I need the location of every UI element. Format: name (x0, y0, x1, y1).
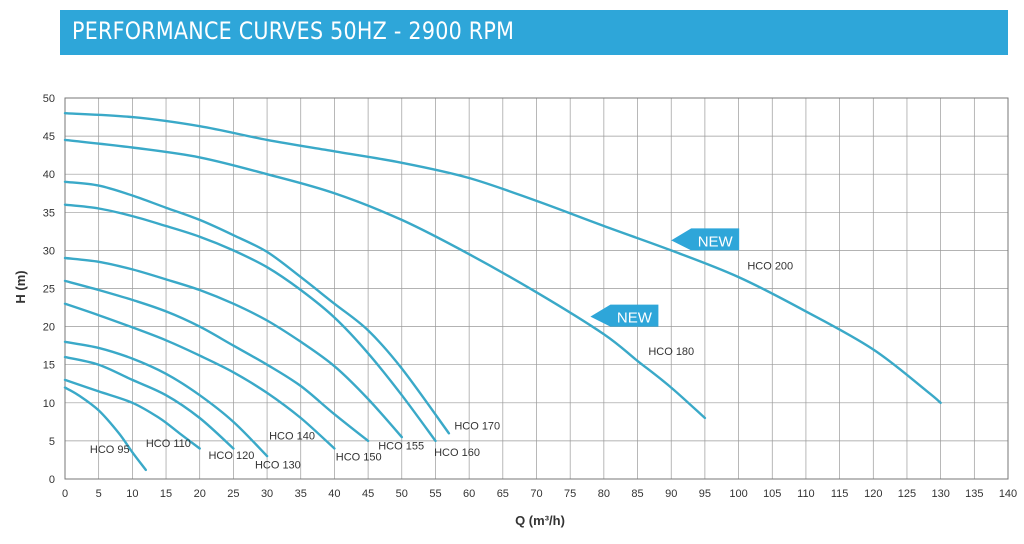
y-tick-label: 20 (43, 322, 55, 334)
y-tick-label: 30 (43, 245, 55, 257)
chart-title: PERFORMANCE CURVES 50HZ - 2900 RPM (72, 17, 515, 45)
axes: 0 5 10 15 20 25 30 35 40 45 50 55 60 65 70 75 80 85 90 95 10… (43, 93, 1017, 500)
x-tick-label: 105 (763, 488, 781, 500)
new-badge-label: NEW (617, 310, 653, 327)
curve-hco-95 (63, 386, 147, 472)
curve-hco-110 (63, 378, 201, 450)
series-label: HCO 150 (336, 452, 382, 464)
curve-hco-130 (63, 340, 269, 458)
y-tick-label: 15 (43, 360, 55, 372)
curve-hco-140 (63, 302, 336, 450)
y-tick-label: 0 (49, 474, 55, 486)
x-tick-label: 55 (429, 488, 441, 500)
x-tick-label: 120 (864, 488, 882, 500)
series-label: HCO 180 (648, 346, 694, 358)
series-label: HCO 155 (378, 440, 424, 452)
x-tick-label: 70 (530, 488, 542, 500)
x-axis-label: Q (m³/h) (515, 513, 565, 528)
x-tick-label: 15 (160, 488, 172, 500)
new-badge-shape (590, 304, 659, 327)
x-tick-label: 60 (463, 488, 475, 500)
curve-hco-170 (63, 180, 451, 435)
x-tick-label: 125 (898, 488, 916, 500)
x-tick-label: 95 (699, 488, 711, 500)
series-label: HCO 160 (434, 447, 480, 459)
series-label: HCO 110 (146, 438, 191, 450)
y-tick-label: 50 (43, 93, 55, 105)
new-badge-shape (671, 228, 740, 251)
curve-hco-155 (63, 256, 403, 439)
y-tick-label: 10 (43, 398, 55, 410)
x-tick-label: 20 (194, 488, 206, 500)
new-badges: NEW NEW (590, 228, 740, 327)
curve-hco-150 (63, 279, 370, 443)
x-tick-label: 5 (96, 488, 102, 500)
series-label: HCO 120 (208, 450, 254, 462)
y-tick-label: 25 (43, 284, 55, 296)
curve-hco-180 (63, 138, 707, 420)
curve-hco-160 (63, 203, 437, 443)
curves (63, 112, 942, 472)
series-label: HCO 130 (255, 459, 301, 471)
x-tick-label: 130 (931, 488, 949, 500)
x-tick-label: 80 (598, 488, 610, 500)
y-axis-label: H (m) (13, 270, 28, 303)
y-tick-label: 35 (43, 207, 55, 219)
x-tick-label: 100 (729, 488, 747, 500)
x-tick-label: 65 (497, 488, 509, 500)
y-tick-label: 40 (43, 169, 55, 181)
x-tick-label: 10 (126, 488, 138, 500)
x-tick-label: 25 (227, 488, 239, 500)
new-badge: NEW (590, 304, 659, 327)
x-tick-label: 45 (362, 488, 374, 500)
x-tick-label: 75 (564, 488, 576, 500)
x-tick-label: 85 (631, 488, 643, 500)
series-label: HCO 200 (747, 260, 793, 272)
curve-hco-200 (63, 112, 942, 404)
new-badge-label: NEW (698, 233, 734, 250)
series-label: HCO 140 (269, 430, 315, 442)
y-tick-label: 45 (43, 131, 55, 143)
x-tick-label: 135 (965, 488, 983, 500)
x-tick-label: 90 (665, 488, 677, 500)
x-tick-label: 110 (797, 488, 815, 500)
grid-lines (64, 97, 1009, 480)
x-tick-label: 35 (295, 488, 307, 500)
y-tick-label: 5 (49, 436, 55, 448)
x-tick-label: 0 (62, 488, 68, 500)
curve-hco-120 (63, 355, 235, 450)
series-label: HCO 95 (90, 444, 130, 456)
series-label: HCO 170 (454, 420, 500, 432)
plot-frame (64, 97, 1009, 480)
x-tick-label: 40 (328, 488, 340, 500)
new-badge: NEW (671, 228, 740, 251)
x-tick-label: 30 (261, 488, 273, 500)
x-tick-label: 50 (396, 488, 408, 500)
title-banner: PERFORMANCE CURVES 50HZ - 2900 RPM (60, 10, 1008, 55)
x-tick-label: 140 (999, 488, 1017, 500)
x-tick-label: 115 (831, 488, 849, 500)
